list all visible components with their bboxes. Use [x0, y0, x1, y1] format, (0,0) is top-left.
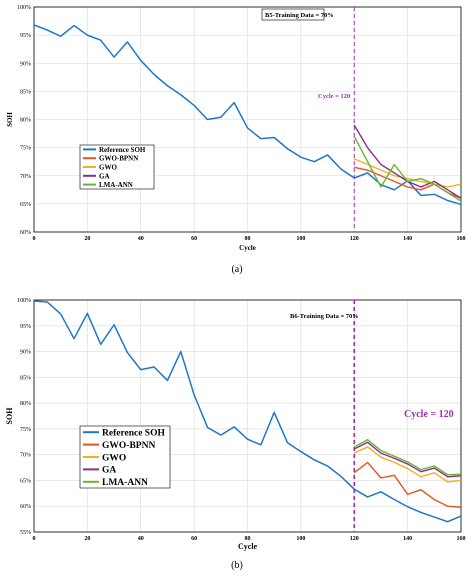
- x-tick-label: 60: [191, 536, 197, 542]
- x-tick-label: 120: [350, 536, 359, 542]
- y-tick-label: 100%: [17, 5, 31, 11]
- legend-entry-label: LMA-ANN: [99, 181, 133, 189]
- y-tick-label: 95%: [20, 33, 31, 39]
- series-line-gwo-bpnn: [353, 461, 462, 508]
- legend-entry-label: GWO-BPNN: [99, 155, 138, 163]
- legend-entry-label: GWO-BPNN: [102, 441, 155, 451]
- x-tick-label: 140: [403, 236, 412, 242]
- training-annotation-box: [261, 8, 325, 21]
- y-tick-label: 80%: [20, 118, 31, 124]
- x-axis-label: Cycle: [239, 244, 256, 252]
- series-line-gwo: [353, 158, 462, 188]
- x-tick-label: 80: [245, 536, 251, 542]
- cycle-marker-label: Cycle = 120: [318, 93, 350, 100]
- y-tick-label: 60%: [20, 504, 31, 510]
- y-tick-label: 85%: [20, 375, 31, 381]
- x-tick-label: 20: [84, 536, 90, 542]
- x-tick-label: 40: [138, 536, 144, 542]
- y-tick-label: 90%: [20, 61, 31, 67]
- series-line-gwo: [353, 446, 462, 483]
- y-axis-label: SOH: [5, 407, 14, 425]
- legend-entry-label: GA: [99, 172, 110, 180]
- x-tick-label: 40: [138, 236, 144, 242]
- plot-frame: [33, 6, 462, 233]
- legend-entry-label: GA: [102, 466, 116, 476]
- legend-entry-label: GWO: [99, 163, 117, 171]
- y-tick-label: 100%: [17, 298, 31, 304]
- series-line-lma-ann: [353, 136, 462, 202]
- training-annotation-text: B5-Training Data = 70%: [265, 12, 334, 19]
- x-tick-label: 20: [84, 236, 90, 242]
- series-line-lma-ann: [353, 439, 462, 476]
- y-axis-label: SOH: [6, 112, 14, 127]
- x-tick-label: 0: [33, 536, 36, 542]
- y-tick-label: 65%: [20, 202, 31, 208]
- legend-entry-label: Reference SOH: [99, 146, 146, 154]
- cycle-marker-label: Cycle = 120: [404, 409, 454, 420]
- panel-label: (b): [231, 560, 243, 571]
- x-axis-label: Cycle: [238, 542, 258, 551]
- x-tick-label: 120: [350, 236, 359, 242]
- chart-panel-a: 0 20 40 60 80 100 120 140 160 60% 65% 70% 75% 80% 85% 9…: [6, 5, 466, 275]
- y-tick-label: 55%: [20, 530, 31, 536]
- y-tick-label: 65%: [20, 478, 31, 484]
- y-tick-label: 95%: [20, 324, 31, 330]
- x-tick-label: 100: [296, 536, 305, 542]
- y-tick-label: 70%: [20, 174, 31, 180]
- legend-entry-label: LMA-ANN: [102, 478, 148, 488]
- y-tick-label: 90%: [20, 350, 31, 356]
- legend-entry-label: GWO: [102, 453, 126, 463]
- x-tick-label: 160: [457, 236, 466, 242]
- chart-panel-b: 0 20 40 60 80 100 120 140 160 55% 60% 65% 70% 75% 80% 8…: [5, 298, 466, 571]
- x-tick-label: 0: [33, 236, 36, 242]
- series-line-reference: [33, 300, 462, 523]
- legend-entry-label: Reference SOH: [102, 429, 165, 439]
- x-tick-label: 140: [403, 536, 412, 542]
- x-tick-label: 160: [457, 536, 466, 542]
- x-tick-label: 60: [191, 236, 197, 242]
- series-line-reference: [33, 24, 462, 206]
- panel-label: (a): [231, 264, 242, 275]
- y-tick-label: 85%: [20, 89, 31, 95]
- x-tick-label: 80: [245, 236, 251, 242]
- x-tick-label: 100: [296, 236, 305, 242]
- legend: Reference SOH GWO-BPNN GWO GA LMA-ANN: [79, 425, 171, 489]
- y-tick-label: 70%: [20, 453, 31, 459]
- y-tick-label: 75%: [20, 427, 31, 433]
- y-tick-label: 80%: [20, 401, 31, 407]
- training-annotation-text: B6-Training Data = 70%: [290, 313, 359, 320]
- series-line-ga: [353, 441, 462, 478]
- y-tick-label: 60%: [20, 230, 31, 236]
- training-annotation: B6-Training Data = 70%: [290, 313, 359, 320]
- training-annotation: B5-Training Data = 70%: [261, 8, 334, 21]
- y-tick-label: 75%: [20, 146, 31, 152]
- plot-frame: [33, 299, 462, 533]
